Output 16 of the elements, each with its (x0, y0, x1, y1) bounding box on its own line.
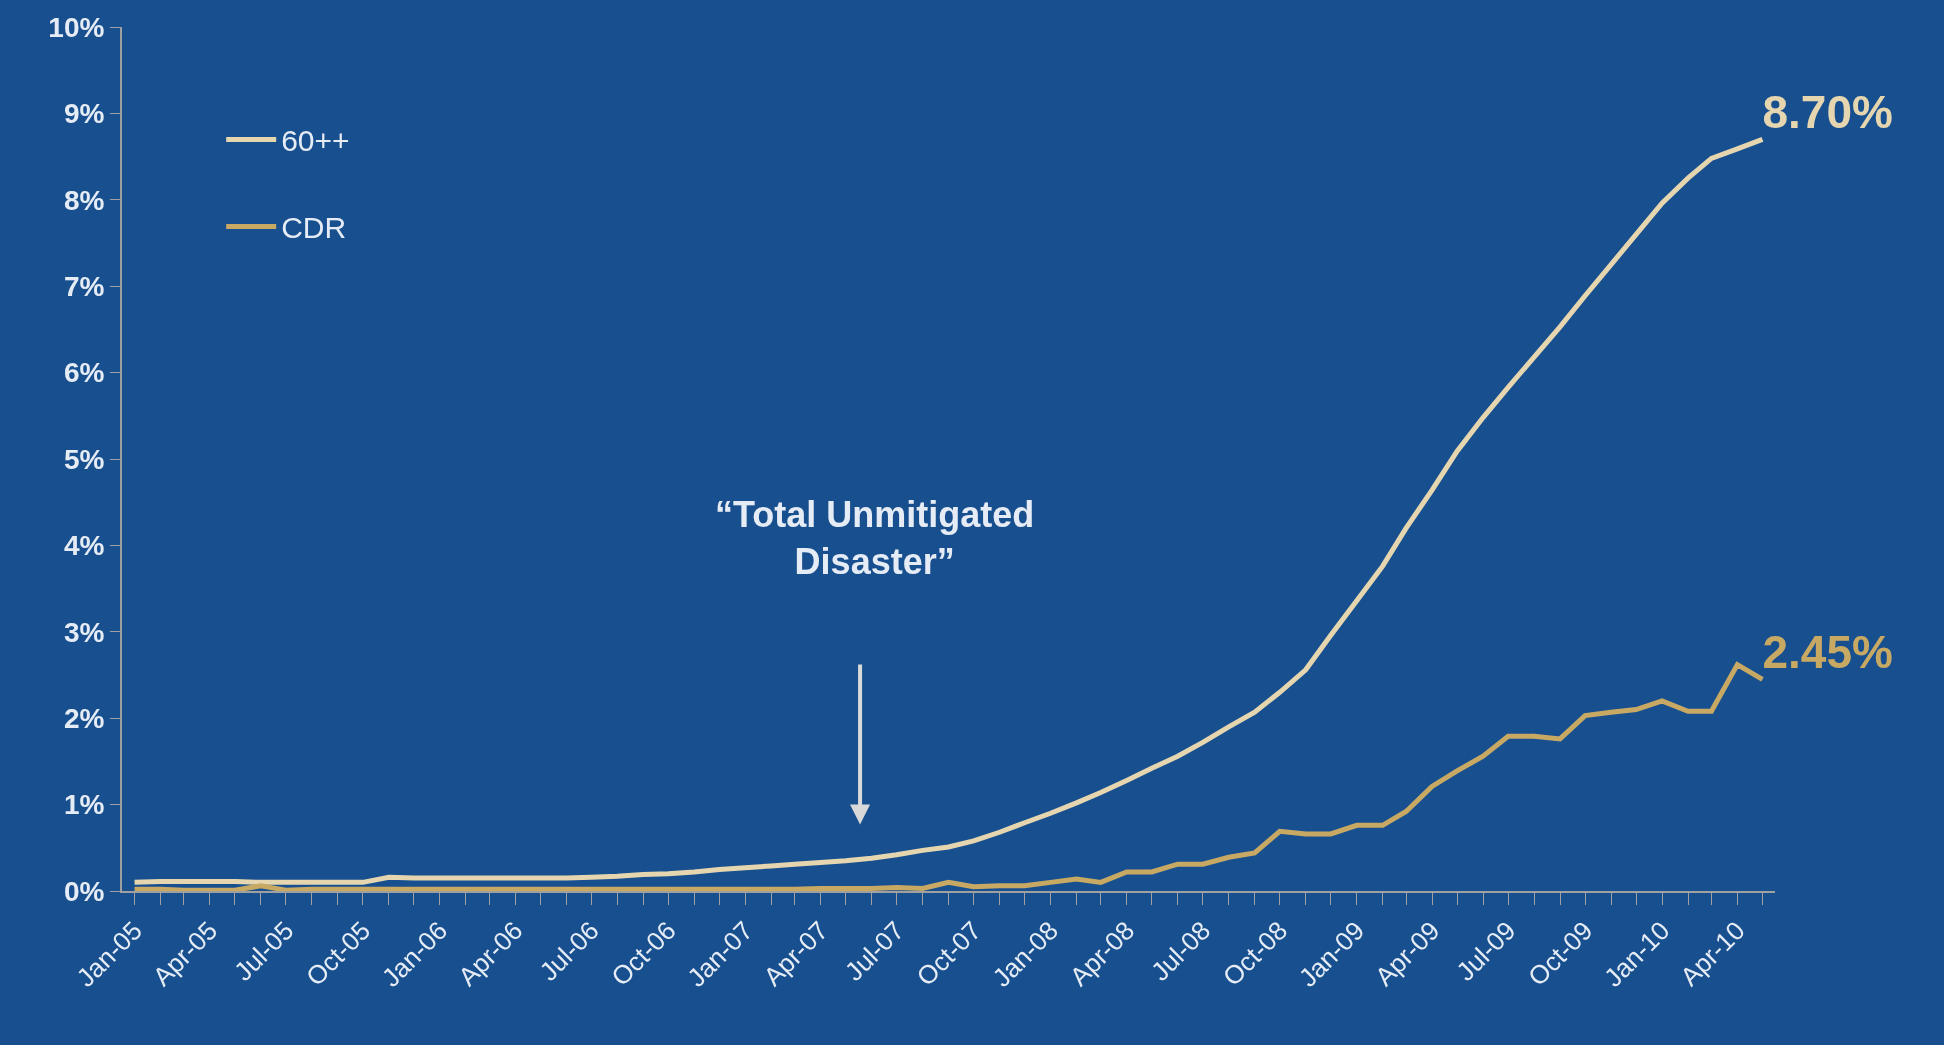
y-tick-label: 4% (63, 530, 105, 562)
data-label: 8.70% (1762, 85, 1893, 138)
y-tick-label: 9% (63, 98, 105, 130)
data-label: 2.45% (1762, 625, 1893, 678)
y-tick-label: 5% (63, 443, 105, 475)
y-tick-label: 2% (63, 703, 105, 734)
annotation: “Total Unmitigated Disaster” (715, 494, 1035, 582)
legend-label: 60++ (281, 124, 350, 158)
y-tick-label: 0% (63, 875, 105, 907)
y-tick-label: 8% (63, 184, 105, 216)
y-tick-label: 6% (63, 357, 105, 389)
y-tick-label: 7% (63, 271, 105, 302)
legend-label: CDR (281, 211, 347, 245)
y-tick-label: 3% (63, 616, 105, 648)
y-tick-label: 1% (63, 789, 105, 821)
y-tick-label: 10% (48, 11, 105, 43)
